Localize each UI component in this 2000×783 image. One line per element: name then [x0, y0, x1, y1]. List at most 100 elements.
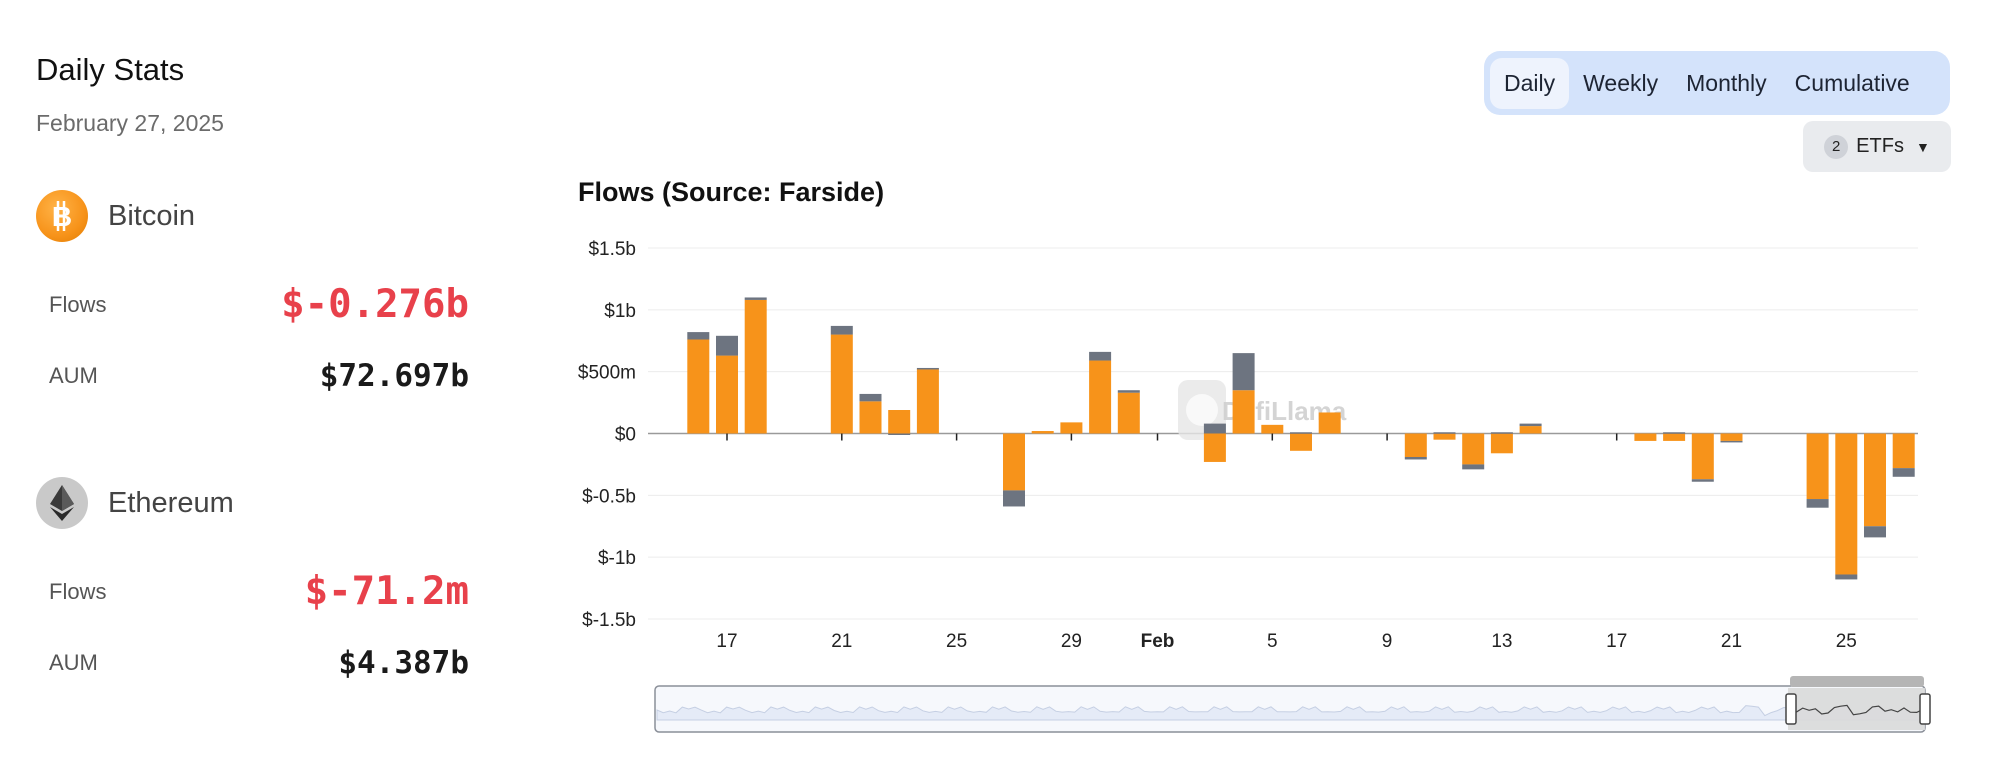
- x-tick-label: 21: [831, 631, 852, 652]
- x-tick-label: 17: [1606, 631, 1627, 652]
- stats-date: February 27, 2025: [36, 110, 224, 136]
- y-tick-label: $1b: [604, 301, 636, 322]
- bitcoin-bar: [1835, 433, 1858, 575]
- bitcoin-bar: [888, 410, 911, 434]
- bitcoin-bar: [1663, 433, 1686, 441]
- ethereum-bar: [1404, 456, 1427, 460]
- bitcoin-bar: [1864, 433, 1886, 527]
- bitcoin-bar: [1433, 433, 1456, 440]
- period-daily-button[interactable]: Daily: [1490, 57, 1570, 109]
- ethereum-bar: [1290, 432, 1312, 434]
- bitcoin-bar: [1060, 422, 1083, 434]
- x-tick-label: Feb: [1141, 631, 1175, 652]
- asset-name-bitcoin: Bitcoin: [108, 199, 196, 232]
- ethereum-bar: [1691, 479, 1714, 482]
- bitcoin-bar: [1089, 360, 1112, 434]
- navigator-left-handle[interactable]: [1785, 693, 1797, 725]
- ethereum-bar: [830, 325, 853, 335]
- navigator-drag-bar[interactable]: [1790, 676, 1924, 687]
- ethereum-bar: [1864, 526, 1886, 538]
- period-cumulative-button[interactable]: Cumulative: [1794, 69, 1910, 96]
- asset-header-ethereum: Ethereum: [36, 477, 234, 529]
- ethereum-bar: [1203, 423, 1226, 434]
- ethereum-bar: [1720, 440, 1743, 443]
- y-tick-label: $0: [615, 425, 636, 446]
- x-axis: 17 21 25 29 Feb 5 9 13 17 21 25: [716, 433, 1857, 652]
- navigator-right-handle[interactable]: [1919, 693, 1931, 725]
- bitcoin-bar: [1261, 424, 1284, 434]
- ethereum-bar: [1892, 468, 1915, 477]
- y-axis: $1.5b $1b $500m $0 $-0.5b $-1b $-1.5b: [578, 239, 636, 631]
- ethereum-bar: [1117, 390, 1140, 393]
- asset-header-bitcoin: B Bitcoin: [36, 190, 195, 242]
- bitcoin-bar: [916, 369, 939, 434]
- bitcoin-bar: [716, 355, 738, 434]
- bitcoin-bar: [1031, 431, 1054, 434]
- period-toggle: Daily Weekly Monthly Cumulative: [1484, 51, 1950, 115]
- ethereum-bar: [888, 433, 911, 435]
- bitcoin-bar: [1117, 392, 1140, 434]
- ethereum-bar: [716, 335, 738, 356]
- bitcoin-bar: [1404, 433, 1427, 457]
- x-tick-label: 25: [1836, 631, 1857, 652]
- bitcoin-bar: [1003, 433, 1025, 491]
- ethereum-bar: [1462, 464, 1485, 470]
- bitcoin-bar: [1892, 433, 1915, 469]
- ethereum-bar: [1519, 423, 1542, 427]
- bitcoin-aum-row: AUM $72.697b: [49, 358, 469, 394]
- etf-selector-button[interactable]: 2 ETFs ▼: [1803, 121, 1951, 172]
- etf-count-badge: 2: [1824, 134, 1849, 159]
- y-tick-label: $-1.5b: [582, 610, 636, 631]
- bitcoin-bar: [1519, 426, 1542, 434]
- bitcoin-aum-value: $72.697b: [319, 358, 469, 394]
- bitcoin-bar: [859, 401, 882, 434]
- ethereum-bar: [1806, 499, 1829, 508]
- flows-label: Flows: [49, 578, 107, 604]
- period-weekly-button[interactable]: Weekly: [1583, 69, 1659, 96]
- x-tick-label: 17: [716, 631, 737, 652]
- ethereum-bar: [744, 297, 767, 300]
- flows-label: Flows: [49, 291, 107, 317]
- period-monthly-button[interactable]: Monthly: [1686, 69, 1767, 96]
- bitcoin-bar: [1203, 433, 1226, 462]
- ethereum-icon: [36, 477, 88, 529]
- x-tick-label: 29: [1061, 631, 1082, 652]
- x-tick-label: 5: [1267, 631, 1278, 652]
- bitcoin-bar: [1720, 433, 1743, 441]
- y-tick-label: $-1b: [598, 548, 636, 569]
- bitcoin-icon: B: [36, 190, 88, 242]
- ethereum-flows-row: Flows $-71.2m: [49, 569, 469, 614]
- ethereum-bar: [859, 393, 882, 402]
- asset-name-ethereum: Ethereum: [108, 486, 234, 519]
- ethereum-flows-value: $-71.2m: [304, 569, 469, 614]
- x-tick-label: 9: [1382, 631, 1393, 652]
- bitcoin-bar: [1232, 390, 1255, 434]
- bitcoin-bar: [1318, 412, 1341, 434]
- bitcoin-bar: [1462, 433, 1485, 465]
- bars: [687, 297, 1915, 580]
- ethereum-bar: [1490, 432, 1513, 434]
- bitcoin-bar: [687, 339, 710, 434]
- bitcoin-bar: [830, 334, 853, 434]
- range-navigator[interactable]: [654, 676, 1931, 733]
- bitcoin-flows-value: $-0.276b: [281, 282, 469, 327]
- y-tick-label: $500m: [578, 363, 636, 384]
- ethereum-bar: [1089, 351, 1112, 361]
- ethereum-bar: [916, 367, 939, 370]
- etf-selector-label: ETFs: [1856, 135, 1904, 157]
- ethereum-aum-value: $4.387b: [338, 645, 469, 681]
- ethereum-bar: [1663, 432, 1686, 434]
- x-tick-label: 13: [1491, 631, 1512, 652]
- chart-title: Flows (Source: Farside): [578, 177, 885, 207]
- aum-label: AUM: [49, 363, 98, 388]
- bitcoin-bar: [1691, 433, 1714, 480]
- ethereum-bar: [1003, 490, 1025, 507]
- bitcoin-bar: [1490, 433, 1513, 454]
- ethereum-bar: [1835, 574, 1858, 580]
- y-tick-label: $1.5b: [588, 239, 636, 260]
- bitcoin-bar: [1806, 433, 1829, 500]
- ethereum-bar: [687, 332, 710, 340]
- ethereum-bar: [1433, 432, 1456, 434]
- aum-label: AUM: [49, 650, 98, 675]
